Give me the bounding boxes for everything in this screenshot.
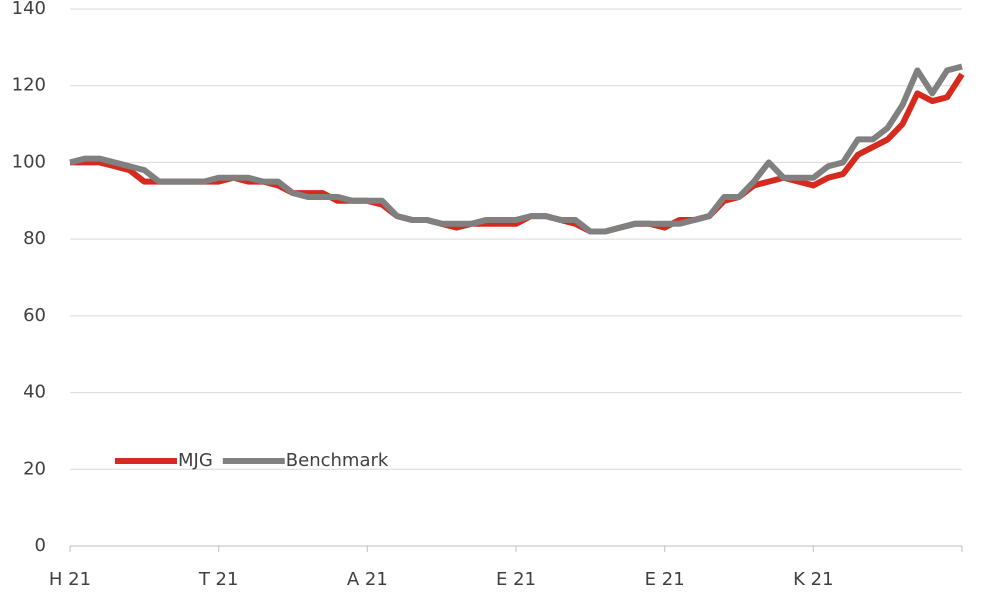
x-tick-label: K 21 — [793, 569, 833, 590]
y-tick-label: 100 — [12, 151, 46, 172]
x-tick-label: T 21 — [198, 569, 239, 590]
y-tick-label: 80 — [23, 228, 46, 249]
y-tick-label: 60 — [23, 305, 46, 326]
legend-label: MJG — [178, 450, 213, 471]
x-tick-label: H 21 — [49, 569, 91, 590]
y-tick-label: 120 — [12, 75, 46, 96]
series-line — [69, 63, 963, 235]
x-tick-label: A 21 — [347, 569, 388, 590]
legend-label: Benchmark — [286, 450, 389, 471]
y-tick-label: 20 — [23, 458, 46, 479]
series-line — [70, 72, 965, 235]
y-tick-label: 40 — [23, 382, 46, 403]
x-tick-label: E 21 — [496, 569, 536, 590]
x-tick-label: E 21 — [645, 569, 685, 590]
y-tick-label: 0 — [35, 535, 46, 556]
y-tick-label: 140 — [12, 0, 46, 19]
